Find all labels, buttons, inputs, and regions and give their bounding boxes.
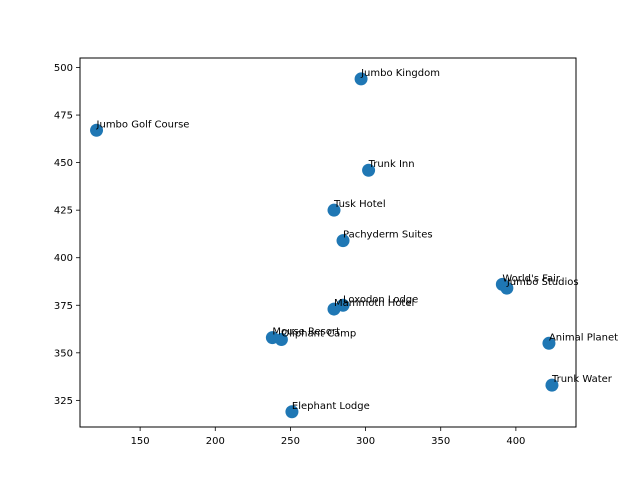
y-tick-label: 475 [54, 111, 73, 122]
labels-layer: Jumbo Kingdom Jumbo Golf Course Trunk Inn T… [96, 68, 619, 412]
axes-frame [79, 57, 577, 428]
scatter-point [285, 405, 299, 419]
x-tick-label: 400 [506, 436, 525, 447]
scatter-point [327, 302, 341, 316]
x-tick-label: 200 [206, 436, 225, 447]
point-label: Trunk Water [551, 374, 613, 385]
point-label: Mouse Resort [272, 327, 340, 338]
point-label: Loxodon Lodge [343, 294, 418, 305]
scatter-point [542, 336, 556, 350]
y-axis: 325 350 375 400 425 450 475 500 [54, 63, 80, 407]
y-tick-label: 500 [54, 63, 73, 74]
point-label: Animal Planet [549, 332, 618, 343]
scatter-point [362, 163, 376, 177]
scatter-point [274, 333, 288, 347]
y-tick-label: 400 [54, 253, 73, 264]
points-layer [90, 72, 559, 419]
x-tick-label: 150 [131, 436, 150, 447]
x-axis: 150 200 250 300 350 400 [131, 427, 525, 447]
x-tick-label: 250 [281, 436, 300, 447]
point-label: Jumbo Studios [506, 277, 579, 288]
scatter-point [500, 281, 514, 295]
scatter-point [90, 123, 104, 137]
y-tick-label: 350 [54, 348, 73, 359]
point-label: Jumbo Kingdom [360, 68, 440, 79]
point-label: Trunk Inn [368, 159, 415, 170]
point-label: World's Fair [502, 273, 561, 284]
y-tick-label: 450 [54, 158, 73, 169]
scatter-point [545, 378, 559, 392]
y-tick-label: 425 [54, 206, 73, 217]
point-label: Elephant Lodge [292, 401, 370, 412]
x-tick-label: 350 [431, 436, 450, 447]
scatter-point [336, 234, 350, 248]
x-tick-label: 300 [356, 436, 375, 447]
scatter-point [354, 72, 368, 86]
y-tick-label: 375 [54, 301, 73, 312]
point-label: Pachyderm Suites [343, 230, 433, 241]
y-tick-label: 325 [54, 396, 73, 407]
point-label: Mammoth Hotel [334, 298, 414, 309]
point-label: Jumbo Golf Course [96, 119, 190, 130]
scatter-point [327, 203, 341, 217]
point-label: Tusk Hotel [333, 199, 386, 210]
point-label: Oliphant Camp [281, 329, 356, 340]
